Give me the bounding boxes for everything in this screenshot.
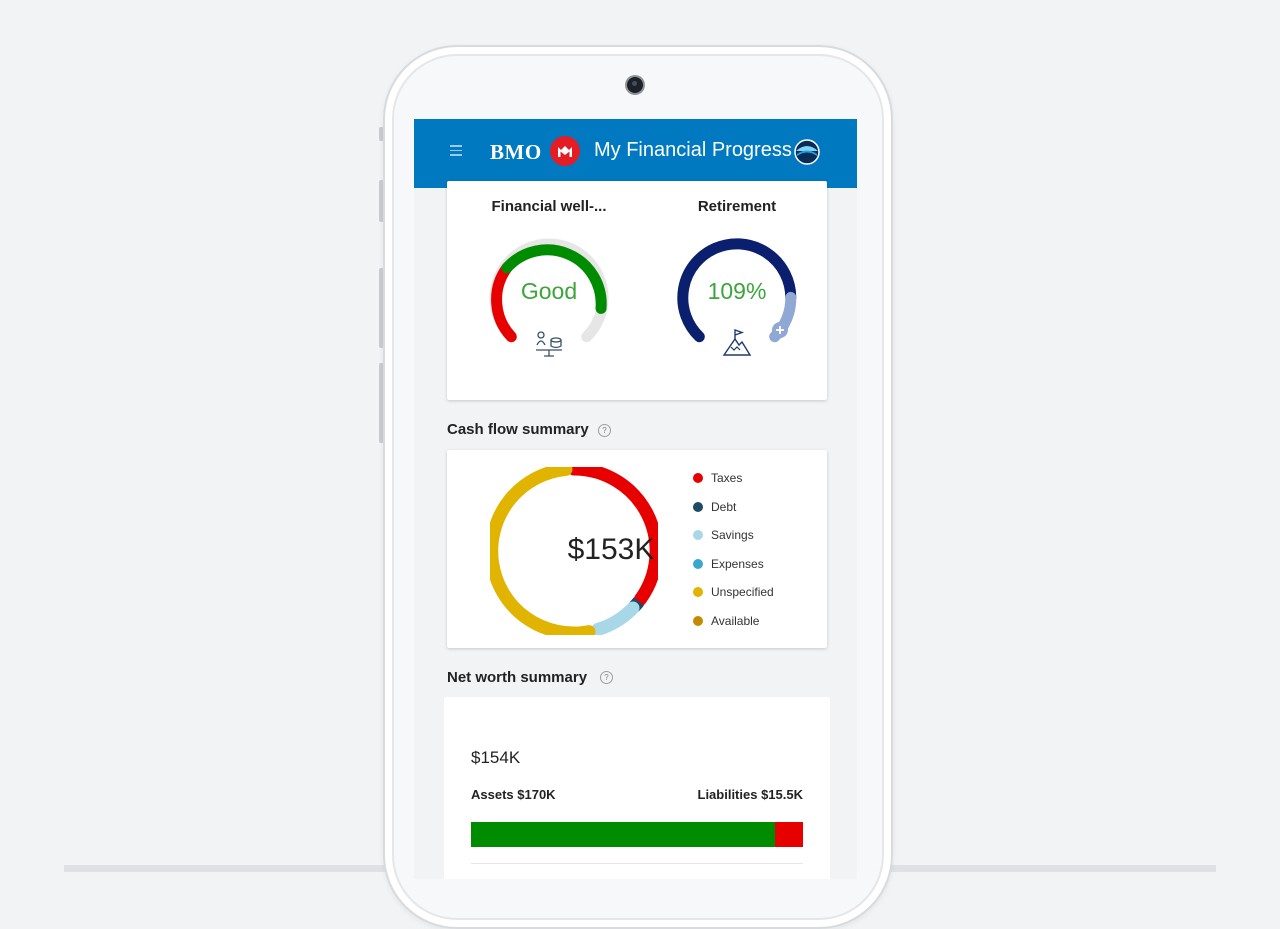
retirement-title: Retirement [697,198,777,215]
legend-label: Unspecified [711,585,774,600]
net-worth-title: Net worth summary [447,669,588,686]
legend-label: Expenses [711,556,764,571]
brand-logo-text: BMO [490,140,542,164]
net-worth-bar [471,822,803,847]
legend-label: Debt [711,499,737,514]
phone-screen: BMO My Financial Progress Financial well… [414,119,857,879]
cash-flow-help-icon[interactable]: ? [598,424,611,437]
savings-dot-icon [693,530,703,541]
legend-label: Available [711,613,760,628]
liabilities-bar-segment [775,822,803,847]
retirement-percent: 109% [707,278,767,304]
profile-badge-icon[interactable] [794,139,820,165]
person-coins-balance-icon [536,331,562,357]
side-button [379,363,384,443]
legend-label: Taxes [711,471,743,485]
app-header: BMO My Financial Progress [414,119,857,188]
bmo-roundel-icon [550,136,580,166]
cash-flow-title: Cash flow summary [447,421,589,438]
wellbeing-title: Financial well-... [491,198,607,215]
assets-label: Assets $170K [471,787,556,802]
volume-up-button [379,180,384,222]
wellbeing-gauge [489,238,609,343]
liabilities-label: Liabilities $15.5K [697,787,804,802]
cash-flow-donut [490,467,658,635]
legend-label: Savings [711,528,754,543]
cash-flow-total: $153K [567,533,655,566]
mountain-flag-icon [722,329,752,356]
volume-down-button [379,268,384,348]
progress-card[interactable]: Financial well-... Good Retirement 109% [447,181,827,400]
assets-bar-segment [471,822,776,847]
front-camera [627,77,643,93]
net-worth-card[interactable]: $154K Assets $170K Liabilities $15.5K [444,697,830,879]
page-title: My Financial Progress [594,139,792,161]
net-worth-help-icon[interactable]: ? [600,671,613,684]
expenses-dot-icon [693,558,703,569]
available-dot-icon [693,615,703,626]
retirement-gauge [677,238,797,343]
hamburger-icon[interactable] [450,145,462,157]
taxes-dot-icon [693,473,703,483]
net-worth-total: $154K [471,748,521,767]
wellbeing-status: Good [520,278,578,304]
debt-dot-icon [693,501,703,512]
cash-flow-card[interactable]: $153K Taxes Debt Savings Expenses Unspec… [447,450,827,648]
divider [471,863,803,864]
unspecified-dot-icon [693,587,703,598]
mute-switch [379,127,384,141]
